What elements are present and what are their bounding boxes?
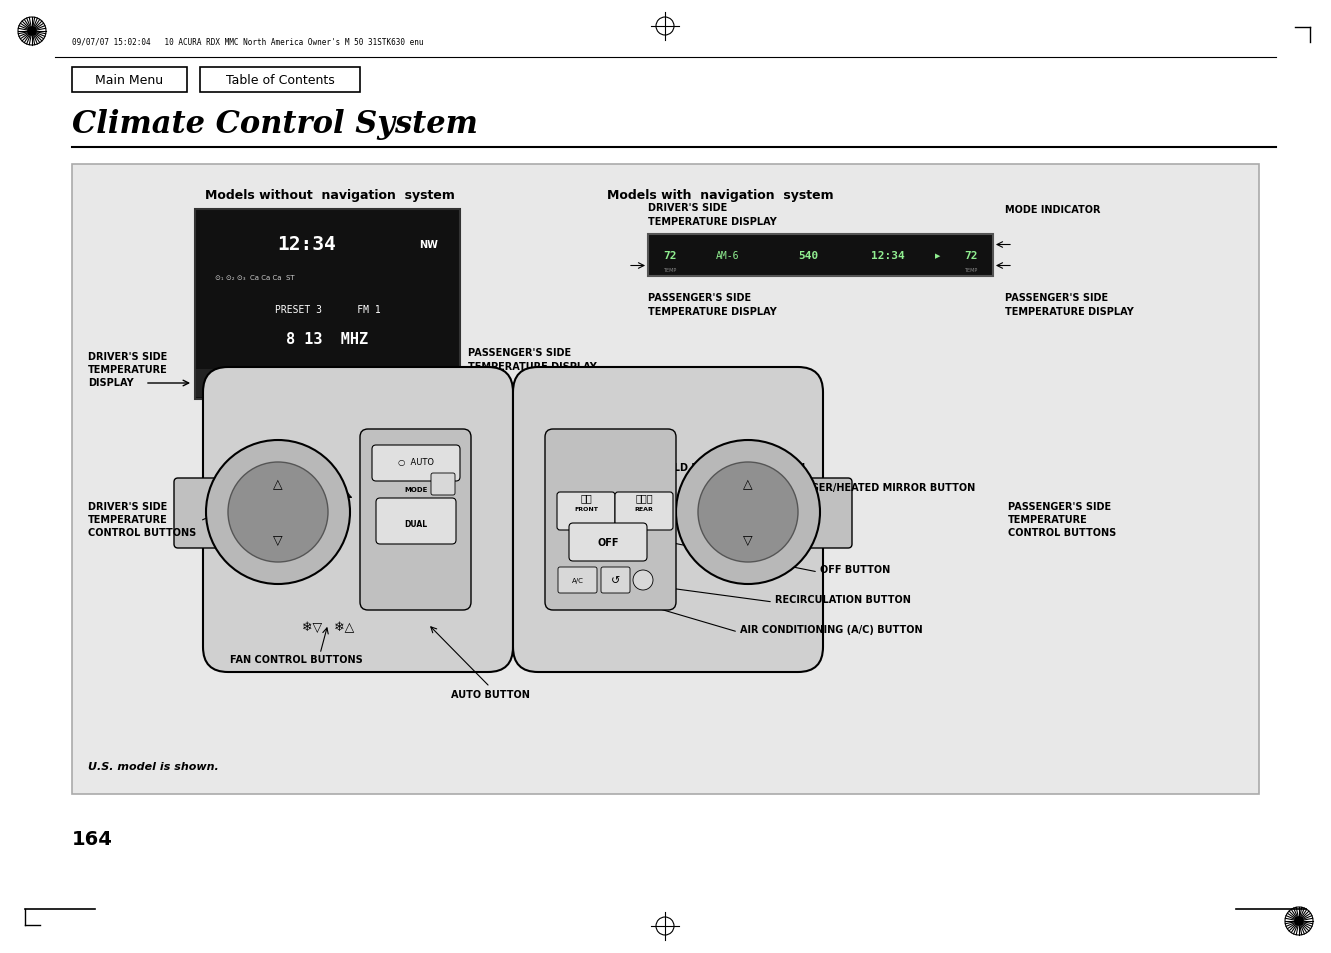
Text: OFF BUTTON: OFF BUTTON	[820, 564, 890, 575]
Text: FAN CONTROL BUTTONS: FAN CONTROL BUTTONS	[230, 655, 363, 664]
Text: DUAL: DUAL	[405, 520, 427, 529]
Text: ↺: ↺	[611, 576, 620, 585]
Text: Main Menu: Main Menu	[95, 74, 164, 88]
Text: 12:34: 12:34	[277, 235, 335, 254]
FancyBboxPatch shape	[544, 430, 676, 610]
Text: REAR: REAR	[635, 507, 654, 512]
FancyBboxPatch shape	[371, 446, 461, 481]
FancyBboxPatch shape	[200, 68, 359, 92]
Circle shape	[676, 440, 820, 584]
Text: Table of Contents: Table of Contents	[226, 74, 334, 88]
Circle shape	[206, 440, 350, 584]
FancyBboxPatch shape	[196, 370, 459, 397]
Text: ▽: ▽	[743, 534, 753, 547]
Text: REAR WINDOW DEFOGGER/HEATED MIRROR BUTTON: REAR WINDOW DEFOGGER/HEATED MIRROR BUTTO…	[688, 482, 976, 493]
Text: Models without  navigation  system: Models without navigation system	[205, 189, 455, 201]
Text: PASSENGER'S SIDE
TEMPERATURE DISPLAY: PASSENGER'S SIDE TEMPERATURE DISPLAY	[648, 294, 777, 316]
Text: AIR CONDITIONING (A/C) BUTTON: AIR CONDITIONING (A/C) BUTTON	[740, 624, 922, 635]
Text: DRIVER'S SIDE
TEMPERATURE
DISPLAY: DRIVER'S SIDE TEMPERATURE DISPLAY	[88, 352, 168, 388]
FancyBboxPatch shape	[648, 234, 993, 276]
Text: U.S. model is shown.: U.S. model is shown.	[88, 761, 218, 771]
Text: AM-6: AM-6	[716, 251, 740, 261]
Text: DUAL BUTTON: DUAL BUTTON	[250, 473, 329, 482]
FancyBboxPatch shape	[375, 498, 457, 544]
Circle shape	[634, 571, 654, 590]
Circle shape	[697, 462, 799, 562]
Text: 540: 540	[797, 251, 819, 261]
FancyBboxPatch shape	[359, 430, 471, 610]
Text: Climate Control System: Climate Control System	[72, 110, 478, 140]
Text: DRIVER'S SIDE
TEMPERATURE
CONTROL BUTTONS: DRIVER'S SIDE TEMPERATURE CONTROL BUTTON…	[88, 501, 196, 537]
FancyBboxPatch shape	[174, 478, 237, 548]
Text: TEMP: TEMP	[965, 268, 978, 274]
Circle shape	[1295, 917, 1303, 925]
FancyBboxPatch shape	[558, 567, 598, 594]
Text: ★ ★ ★••••: ★ ★ ★••••	[341, 380, 379, 387]
Text: ○  AUTO: ○ AUTO	[398, 458, 434, 467]
Circle shape	[228, 462, 327, 562]
Text: ⦿⦿⦿: ⦿⦿⦿	[635, 493, 652, 502]
FancyBboxPatch shape	[602, 567, 630, 594]
Text: 8 13  MHZ: 8 13 MHZ	[286, 333, 369, 347]
FancyBboxPatch shape	[204, 368, 512, 672]
Text: OFF: OFF	[598, 537, 619, 547]
Text: 164: 164	[72, 830, 113, 848]
Text: 72: 72	[434, 377, 450, 390]
Text: PASSENGER'S SIDE
TEMPERATURE
CONTROL BUTTONS: PASSENGER'S SIDE TEMPERATURE CONTROL BUT…	[1008, 501, 1117, 537]
FancyBboxPatch shape	[512, 368, 823, 672]
Text: 12:34: 12:34	[870, 251, 905, 261]
Text: ⦿⦿: ⦿⦿	[580, 493, 592, 502]
Text: MODE BUTTON: MODE BUTTON	[389, 459, 470, 470]
Text: MODE: MODE	[405, 486, 427, 493]
Text: PRESET 3      FM 1: PRESET 3 FM 1	[274, 305, 381, 314]
Text: 72: 72	[663, 251, 676, 261]
Text: TEMP: TEMP	[663, 268, 676, 274]
Text: WINDSHIELD DEFROSTER BUTTON: WINDSHIELD DEFROSTER BUTTON	[618, 462, 805, 473]
Text: A/C: A/C	[572, 578, 584, 583]
Text: PASSENGER'S SIDE
TEMPERATURE DISPLAY: PASSENGER'S SIDE TEMPERATURE DISPLAY	[469, 348, 596, 372]
FancyBboxPatch shape	[72, 68, 186, 92]
Text: DRIVER'S SIDE
TEMPERATURE DISPLAY: DRIVER'S SIDE TEMPERATURE DISPLAY	[648, 203, 777, 227]
Text: RECIRCULATION BUTTON: RECIRCULATION BUTTON	[775, 595, 910, 604]
Text: NW: NW	[419, 240, 438, 250]
FancyBboxPatch shape	[789, 478, 852, 548]
Text: ⊙₁ ⊙₂ ⊙₃  Ca Ca Ca  ST: ⊙₁ ⊙₂ ⊙₃ Ca Ca Ca ST	[216, 274, 294, 281]
Text: ▽: ▽	[273, 534, 282, 547]
Text: MODE INDICATOR: MODE INDICATOR	[1005, 205, 1101, 214]
FancyBboxPatch shape	[431, 474, 455, 496]
Text: Models with  navigation  system: Models with navigation system	[607, 189, 833, 201]
Text: TEMP: TEMP	[209, 393, 221, 396]
Text: ▶: ▶	[936, 253, 941, 258]
Text: 72: 72	[964, 251, 978, 261]
FancyBboxPatch shape	[72, 165, 1259, 794]
FancyBboxPatch shape	[615, 493, 673, 531]
Text: △: △	[743, 478, 753, 491]
Text: AUTO BUTTON: AUTO BUTTON	[451, 689, 530, 700]
FancyBboxPatch shape	[556, 493, 615, 531]
Text: A/C ON: A/C ON	[285, 381, 307, 386]
FancyBboxPatch shape	[568, 523, 647, 561]
Text: TEMP: TEMP	[437, 393, 447, 396]
Text: ❄▽   ❄△: ❄▽ ❄△	[302, 620, 354, 634]
Text: FRONT: FRONT	[574, 507, 598, 512]
Text: 09/07/07 15:02:04   10 ACURA RDX MMC North America Owner's M 50 31STK630 enu: 09/07/07 15:02:04 10 ACURA RDX MMC North…	[72, 37, 423, 47]
Text: PASSENGER'S SIDE
TEMPERATURE DISPLAY: PASSENGER'S SIDE TEMPERATURE DISPLAY	[1005, 294, 1134, 316]
FancyBboxPatch shape	[196, 210, 461, 399]
Circle shape	[28, 28, 36, 36]
Text: △: △	[273, 478, 282, 491]
Text: MODE INDICATOR: MODE INDICATOR	[216, 424, 310, 435]
Text: 72: 72	[208, 377, 222, 390]
